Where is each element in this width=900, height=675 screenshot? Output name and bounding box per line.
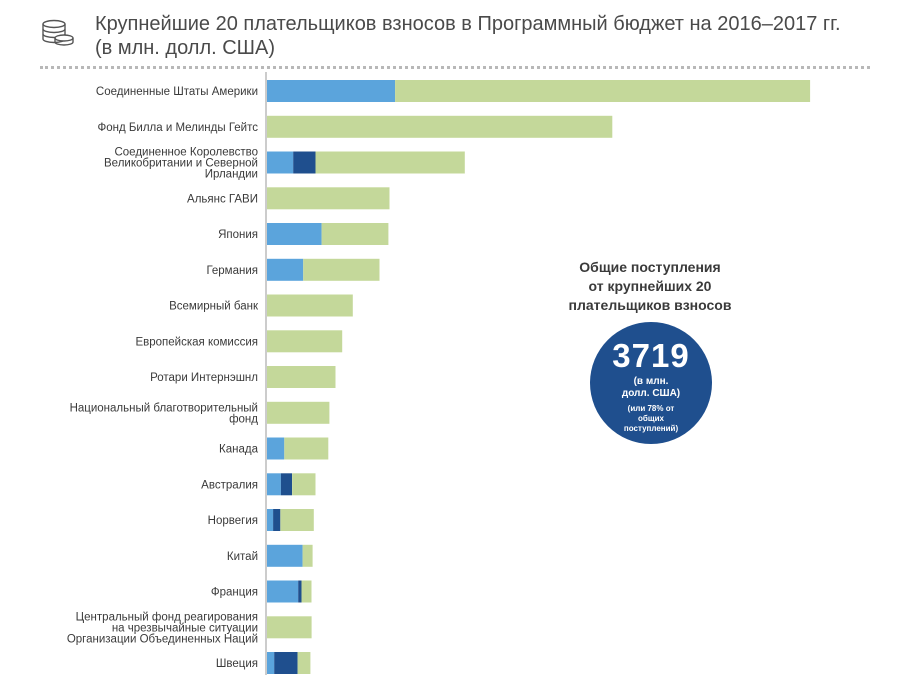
category-label-line: Германия bbox=[206, 265, 258, 277]
bar-segment-series-1 bbox=[267, 437, 285, 460]
total-unit-line-2: долл. США) bbox=[621, 388, 681, 399]
chart-title: Крупнейшие 20 плательщиков взносов в Про… bbox=[95, 12, 895, 60]
category-label: Соединенные Штаты Америки bbox=[96, 86, 258, 98]
category-label: Фонд Билла и Мелинды Гейтс bbox=[97, 122, 258, 134]
bar-segment-series-1 bbox=[267, 258, 304, 281]
bar-segment-series-3 bbox=[301, 580, 312, 603]
total-unit: (в млн. долл. США) bbox=[590, 376, 712, 400]
bar-segment-series-3 bbox=[267, 401, 330, 424]
summary-line-2: от крупнейших 20 bbox=[588, 278, 712, 294]
category-label: Швеция bbox=[216, 658, 258, 670]
category-label: Канада bbox=[219, 444, 259, 456]
category-label-line: Япония bbox=[218, 229, 258, 241]
bar-segment-series-3 bbox=[302, 544, 313, 567]
total-note-line-2: общих bbox=[638, 414, 664, 423]
category-label-line: Всемирный банк bbox=[169, 301, 259, 313]
bar-segment-series-3 bbox=[267, 187, 390, 210]
bar-chart: Соединенные Штаты Америки Фонд Билла и Ме… bbox=[67, 72, 811, 675]
category-label-line: Ирландии bbox=[205, 169, 258, 181]
category-label-line: Соединенное Королевство bbox=[114, 147, 258, 159]
bar-segment-series-1 bbox=[267, 80, 396, 102]
bar-segment-series-3 bbox=[284, 437, 329, 460]
bar-segment-series-2 bbox=[298, 580, 302, 603]
category-label: Центральный фонд реагирования на чрезвыча… bbox=[67, 611, 258, 645]
bar-segment-series-3 bbox=[280, 509, 314, 531]
bar-segment-series-1 bbox=[267, 509, 274, 531]
bar-segment-series-2 bbox=[280, 473, 292, 496]
category-label: Норвегия bbox=[208, 515, 258, 527]
bar-segment-series-1 bbox=[267, 473, 281, 496]
category-label-line: Норвегия bbox=[208, 515, 258, 527]
total-circle-badge: 3719 (в млн. долл. США) (или 78% от общи… bbox=[590, 322, 712, 444]
category-label: Франция bbox=[211, 587, 258, 599]
title-line-2: (в млн. долл. США) bbox=[95, 37, 275, 59]
bar-segment-series-3 bbox=[267, 366, 336, 388]
category-label: Альянс ГАВИ bbox=[187, 193, 258, 205]
bar-segment-series-3 bbox=[321, 223, 389, 245]
bar-segment-series-1 bbox=[267, 544, 303, 567]
category-label-line: Фонд Билла и Мелинды Гейтс bbox=[97, 122, 258, 134]
bar-segment-series-1 bbox=[267, 223, 322, 245]
category-label-line: Альянс ГАВИ bbox=[187, 193, 258, 205]
category-label-line: Швеция bbox=[216, 658, 258, 670]
summary-line-1: Общие поступления bbox=[579, 259, 721, 275]
bar-segment-series-3 bbox=[315, 151, 465, 174]
category-label-line: на чрезвычайные ситуации bbox=[112, 622, 258, 634]
summary-line-3: плательщиков взносов bbox=[568, 297, 732, 313]
bar-segment-series-2 bbox=[293, 151, 316, 174]
category-label-line: Национальный благотворительный bbox=[70, 402, 258, 414]
bar-segment-series-3 bbox=[267, 616, 312, 639]
category-label-line: Великобритании и Северной bbox=[104, 158, 258, 170]
category-label-line: Организации Объединенных Наций bbox=[67, 633, 258, 645]
total-share-note: (или 78% от общих поступлений) bbox=[610, 404, 692, 434]
bar-segment-series-3 bbox=[395, 80, 811, 102]
chart-header: Крупнейшие 20 плательщиков взносов в Про… bbox=[40, 10, 890, 60]
category-label-line: Канада bbox=[219, 444, 259, 456]
category-label-line: Центральный фонд реагирования bbox=[76, 611, 258, 623]
category-label-line: фонд bbox=[229, 413, 258, 425]
bar-segment-series-3 bbox=[297, 652, 311, 674]
summary-caption: Общие поступления от крупнейших 20 плате… bbox=[545, 258, 755, 315]
category-label-line: Европейская комиссия bbox=[135, 336, 258, 348]
category-label: Австралия bbox=[201, 479, 258, 491]
category-label: Соединенное Королевство Великобритании и … bbox=[104, 147, 258, 181]
bar-segment-series-3 bbox=[292, 473, 316, 496]
bar-segment-series-3 bbox=[267, 294, 353, 317]
category-label-line: Франция bbox=[211, 587, 258, 599]
category-label: Всемирный банк bbox=[169, 301, 259, 313]
total-value: 3719 bbox=[612, 337, 690, 374]
category-label: Ротари Интернэшнл bbox=[150, 372, 258, 384]
category-label-line: Китай bbox=[227, 551, 258, 563]
total-unit-line-1: (в млн. bbox=[633, 376, 669, 387]
category-label: Китай bbox=[227, 551, 258, 563]
bar-segment-series-3 bbox=[267, 115, 613, 138]
bar-segment-series-1 bbox=[267, 151, 294, 174]
bar-segment-series-1 bbox=[267, 580, 299, 603]
category-label-line: Ротари Интернэшнл bbox=[150, 372, 258, 384]
bar-segment-series-1 bbox=[267, 652, 275, 674]
bar-segment-series-3 bbox=[303, 258, 380, 281]
category-label-line: Австралия bbox=[201, 479, 258, 491]
total-note-line-1: (или 78% от bbox=[627, 404, 675, 413]
category-label: Европейская комиссия bbox=[135, 336, 258, 348]
coin-stack-icon bbox=[42, 19, 74, 46]
bar-segment-series-2 bbox=[273, 509, 281, 531]
category-label: Япония bbox=[218, 229, 258, 241]
bar-segment-series-3 bbox=[267, 330, 343, 353]
category-label: Национальный благотворительный фонд bbox=[70, 402, 259, 425]
bar-segment-series-2 bbox=[274, 652, 298, 674]
title-line-1: Крупнейшие 20 плательщиков взносов в Про… bbox=[95, 13, 841, 35]
dotted-divider bbox=[40, 66, 870, 69]
category-label-line: Соединенные Штаты Америки bbox=[96, 86, 258, 98]
total-note-line-3: поступлений) bbox=[623, 424, 679, 433]
category-label: Германия bbox=[206, 265, 258, 277]
